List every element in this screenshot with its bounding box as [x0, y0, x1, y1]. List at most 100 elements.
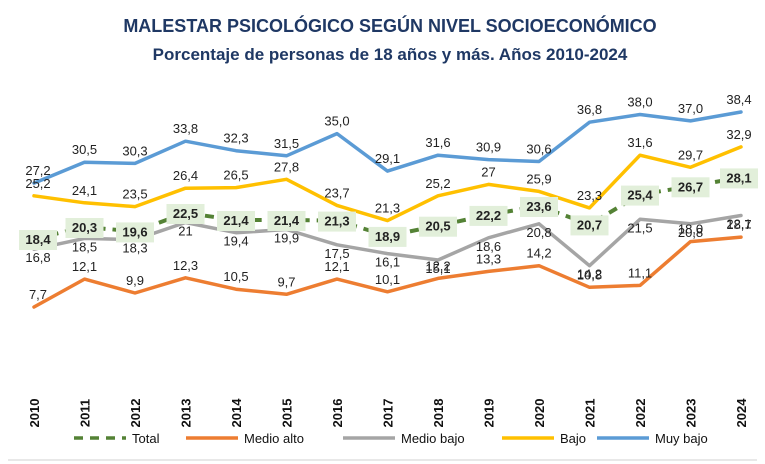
data-label-bajo: 26,5 — [223, 168, 248, 183]
data-label-medio-bajo: 18,3 — [122, 241, 147, 256]
legend: Total Medio alto Medio bajo Bajo Muy bajo — [74, 431, 708, 446]
data-label-muy-bajo: 30,5 — [72, 142, 97, 157]
data-labels: 7,7 12,1 9,9 12,3 10,5 9,7 12,1 10,1 12,2 13,3 14,… — [19, 92, 758, 302]
data-label-medio-alto: 9,9 — [126, 273, 144, 288]
total-label-bg — [116, 222, 154, 243]
data-label-medio-bajo: 20,8 — [526, 225, 551, 240]
data-label-medio-alto: 14,2 — [526, 246, 551, 261]
x-tick-label: 2015 — [280, 399, 295, 428]
total-label-bg — [720, 168, 758, 189]
data-label-medio-alto: 18,0 — [678, 222, 703, 237]
data-label-bajo: 26,4 — [173, 168, 198, 183]
data-label-total: 23,6 — [526, 199, 551, 214]
data-label-muy-bajo: 37,0 — [678, 101, 703, 116]
data-label-muy-bajo: 30,6 — [526, 142, 551, 157]
data-label-muy-bajo: 27,2 — [25, 163, 50, 178]
data-label-medio-alto: 10,5 — [223, 269, 248, 284]
data-label-total: 25,4 — [627, 188, 653, 203]
data-label-total: 20,5 — [425, 219, 450, 234]
data-label-muy-bajo: 35,0 — [324, 114, 349, 129]
data-label-bajo: 25,2 — [25, 176, 50, 191]
data-label-muy-bajo: 30,3 — [122, 143, 147, 158]
data-label-medio-alto: 12,2 — [425, 258, 450, 273]
x-axis-ticks: 2010 2011 2012 2013 2014 2015 2016 2017 2018 2019… — [27, 398, 749, 428]
data-label-total: 21,3 — [324, 214, 349, 229]
data-label-total: 19,6 — [122, 224, 147, 239]
x-tick-label: 2022 — [633, 399, 648, 428]
total-label-bg — [217, 211, 255, 231]
total-label-bg — [520, 197, 558, 217]
x-tick-label: 2014 — [229, 398, 244, 428]
data-label-medio-bajo: 22,1 — [726, 217, 751, 232]
legend-label-total: Total — [132, 431, 160, 446]
data-label-total: 22,2 — [476, 208, 501, 223]
data-label-medio-bajo: 21 — [178, 224, 192, 239]
x-tick-label: 2010 — [27, 399, 42, 428]
data-label-total: 28,1 — [726, 170, 751, 185]
total-label-bg — [19, 230, 57, 250]
x-tick-label: 2011 — [78, 399, 93, 427]
x-tick-label: 2012 — [128, 399, 143, 428]
data-label-bajo: 25,2 — [425, 176, 450, 191]
data-label-muy-bajo: 31,5 — [274, 136, 299, 151]
x-tick-label: 2016 — [330, 399, 345, 428]
data-label-total: 18,9 — [375, 229, 400, 244]
data-label-medio-alto: 7,7 — [29, 287, 47, 302]
data-label-bajo: 31,6 — [627, 135, 652, 150]
data-label-muy-bajo: 33,8 — [173, 121, 198, 136]
data-label-medio-alto: 13,3 — [476, 251, 501, 266]
total-label-bg — [318, 211, 356, 232]
data-label-medio-alto: 18,7 — [726, 217, 751, 232]
data-label-medio-bajo: 18,5 — [72, 239, 97, 254]
x-tick-label: 2013 — [179, 399, 194, 428]
data-label-medio-bajo: 18,6 — [476, 239, 501, 254]
data-label-medio-alto: 12,1 — [72, 259, 97, 274]
data-label-bajo: 27 — [481, 164, 495, 179]
data-label-muy-bajo: 29,1 — [375, 151, 400, 166]
x-tick-label: 2021 — [583, 399, 598, 428]
chart-title: MALESTAR PSICOLÓGICO SEGÚN NIVEL SOCIOEC… — [123, 15, 656, 36]
data-label-bajo: 23,7 — [324, 185, 349, 200]
x-tick-label: 2019 — [482, 399, 497, 428]
series-line-medio-alto — [32, 235, 743, 309]
data-label-bajo: 24,1 — [72, 183, 97, 198]
data-label-total: 22,5 — [173, 206, 198, 221]
legend-label-muy-bajo: Muy bajo — [655, 431, 708, 446]
data-label-medio-bajo: 17,5 — [324, 246, 349, 261]
data-label-medio-alto: 12,3 — [173, 258, 198, 273]
x-tick-label: 2024 — [734, 398, 749, 428]
data-label-medio-alto: 11,1 — [628, 265, 652, 280]
total-label-bg — [419, 216, 457, 237]
data-label-total: 26,7 — [678, 179, 703, 194]
data-label-medio-bajo: 19,4 — [223, 234, 248, 249]
data-label-bajo: 25,9 — [526, 171, 551, 186]
data-label-medio-bajo: 16,1 — [375, 255, 400, 270]
legend-label-bajo: Bajo — [560, 431, 586, 446]
data-label-medio-alto: 10,1 — [375, 272, 400, 287]
data-label-total: 20,3 — [72, 220, 97, 235]
data-label-total: 20,7 — [577, 217, 602, 232]
data-label-muy-bajo: 32,3 — [223, 131, 248, 146]
data-label-total: 21,4 — [223, 213, 249, 228]
data-label-medio-bajo: 19,9 — [274, 231, 299, 246]
total-label-bg — [570, 215, 609, 236]
legend-label-medio-alto: Medio alto — [244, 431, 304, 446]
data-label-bajo: 29,7 — [678, 147, 703, 162]
data-label-muy-bajo: 36,8 — [577, 102, 602, 117]
chart-subtitle: Porcentaje de personas de 18 años y más.… — [153, 45, 628, 64]
legend-label-medio-bajo: Medio bajo — [401, 431, 465, 446]
data-label-muy-bajo: 38,0 — [627, 95, 652, 110]
total-label-bg — [267, 211, 306, 231]
data-label-bajo: 21,3 — [375, 201, 400, 216]
data-label-medio-alto: 10,8 — [577, 267, 602, 282]
series-line-muy-bajo — [32, 110, 743, 185]
data-label-medio-bajo: 14,2 — [577, 267, 602, 282]
data-label-medio-bajo: 16,8 — [25, 250, 50, 265]
total-label-bg — [166, 204, 205, 224]
data-label-bajo: 27,8 — [274, 159, 299, 174]
x-tick-label: 2023 — [684, 399, 699, 428]
series-line-bajo — [32, 145, 743, 223]
total-label-bg — [469, 205, 508, 226]
data-label-bajo: 23,5 — [122, 187, 147, 202]
